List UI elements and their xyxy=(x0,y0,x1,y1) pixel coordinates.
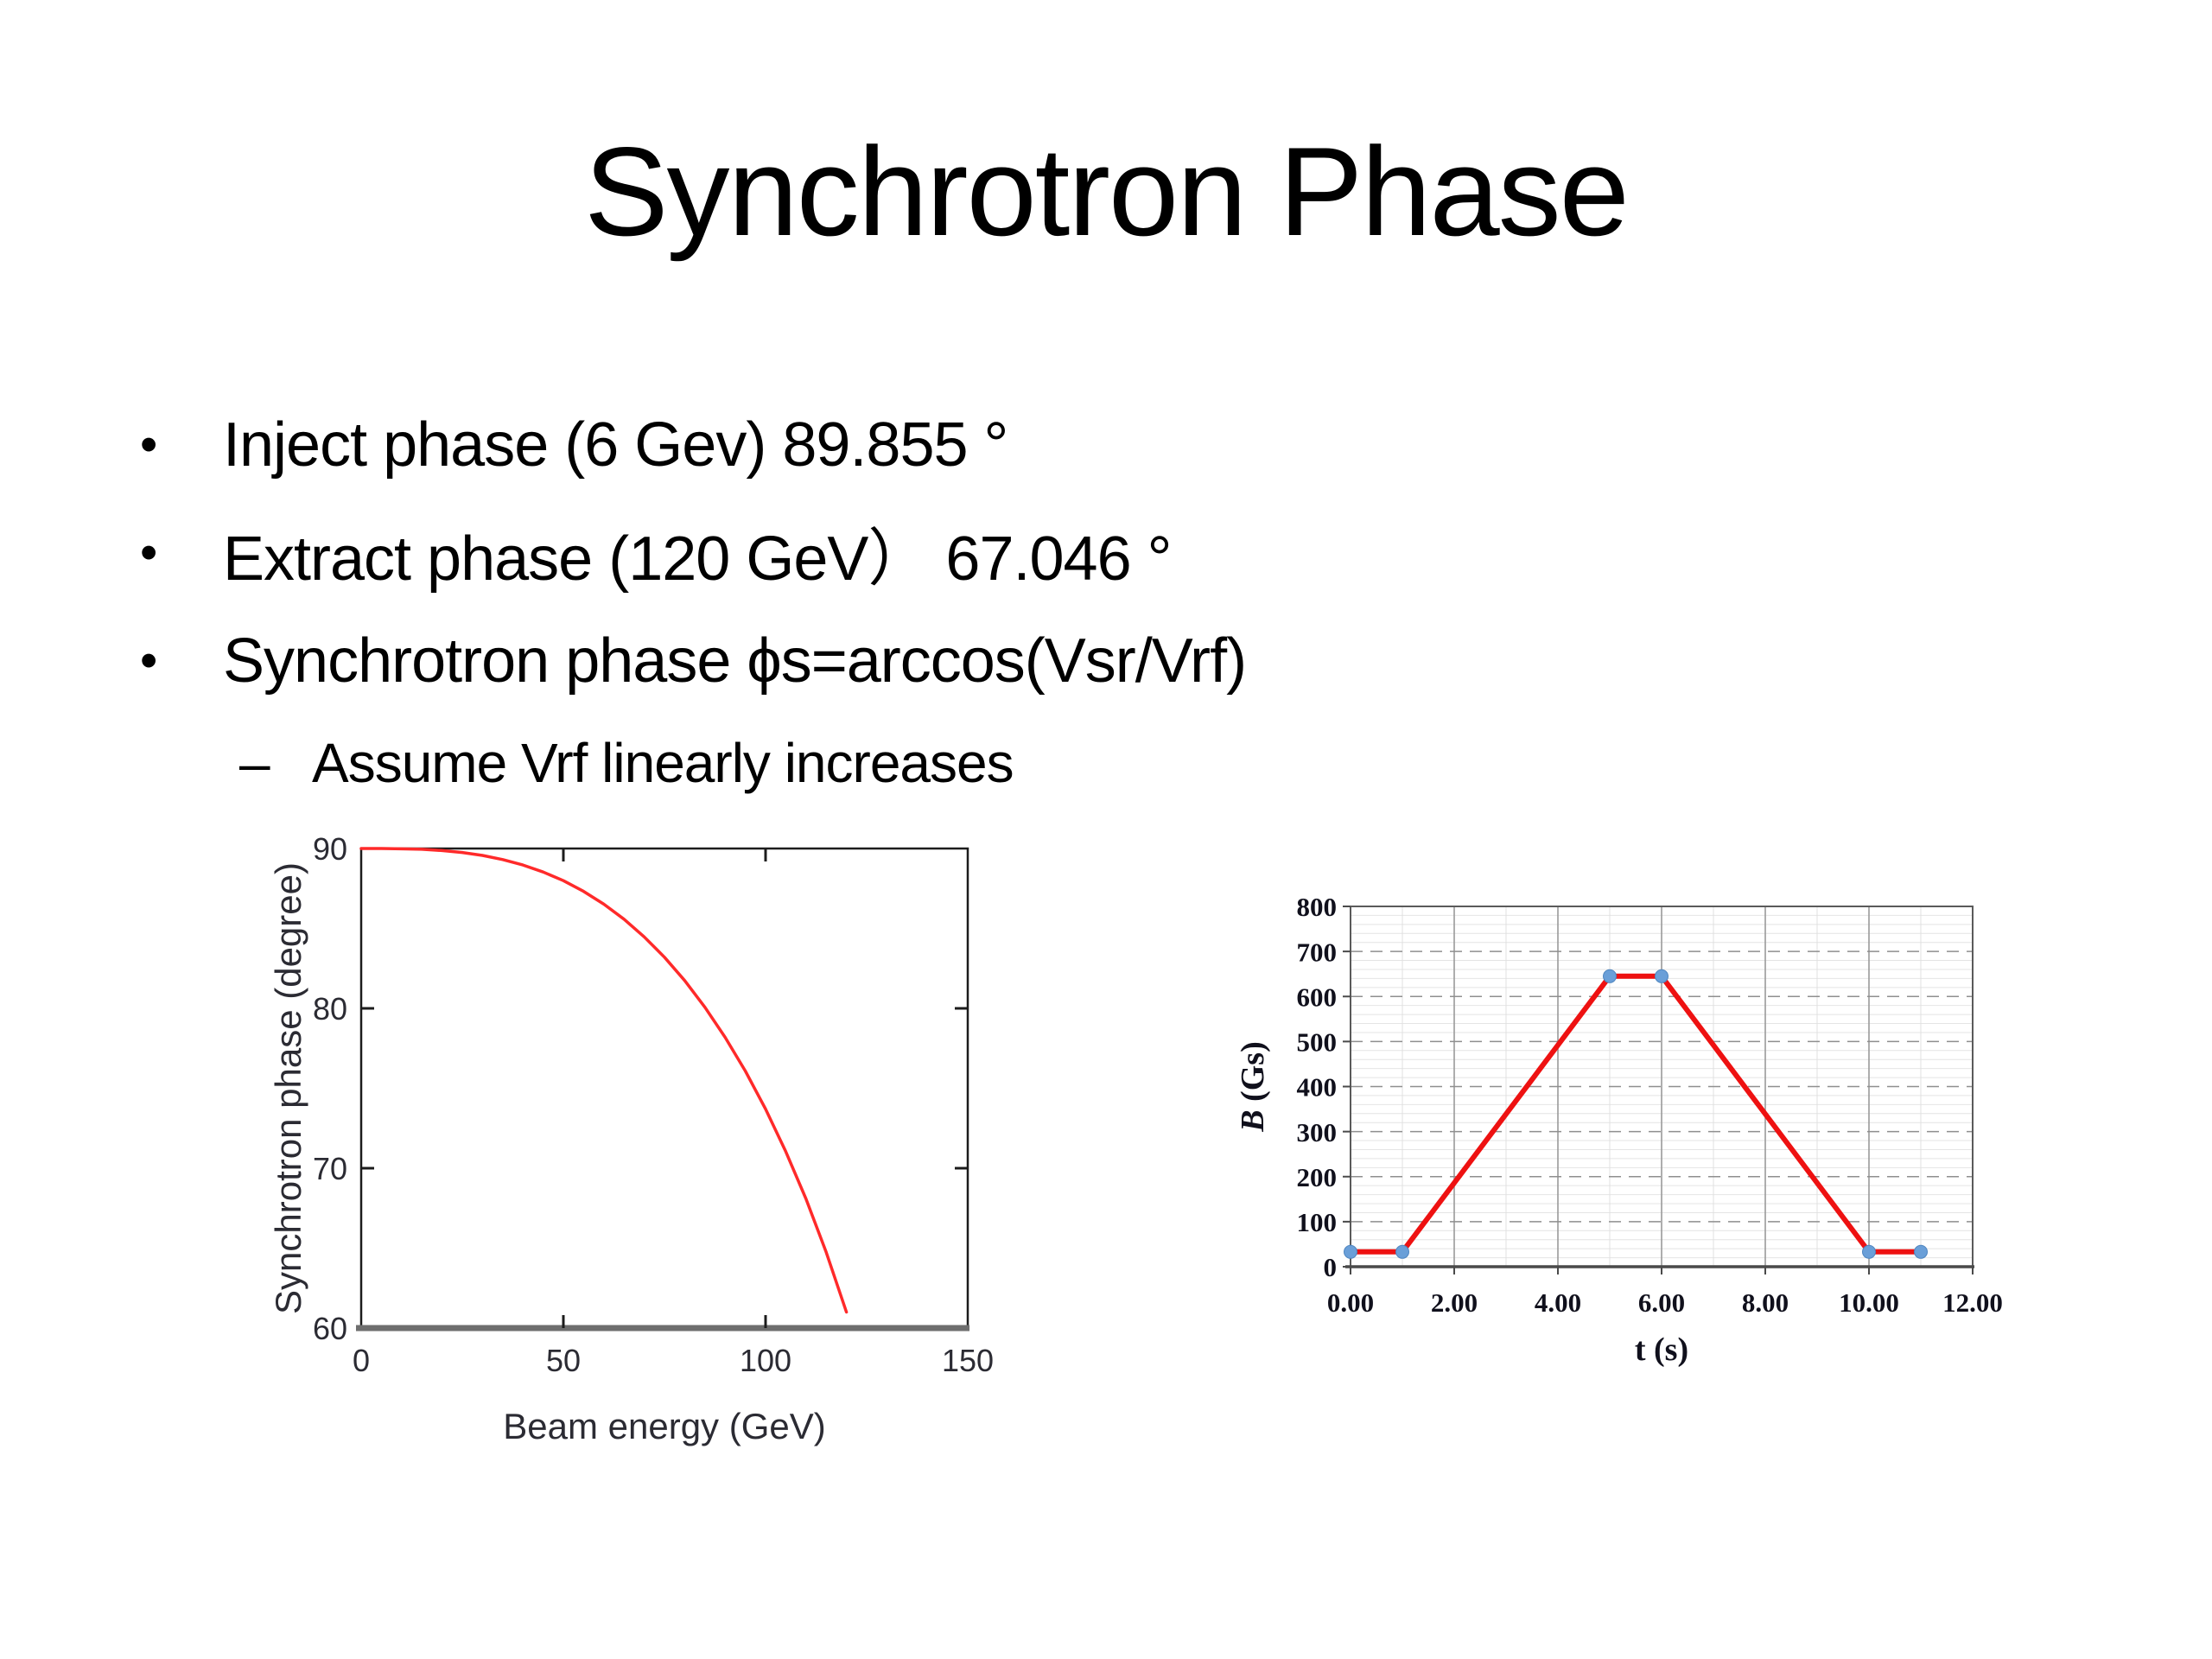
sub-bullet-marker: – xyxy=(239,732,270,794)
svg-text:2.00: 2.00 xyxy=(1431,1287,1478,1318)
bullet-item-extract-phase: • Extract phase (120 GeV） 67.046 ° xyxy=(130,499,1246,607)
bullet-list: • Inject phase (6 Gev) 89.855 ° • Extrac… xyxy=(130,391,1247,715)
bullet-text: Inject phase (6 Gev) 89.855 ° xyxy=(223,410,1008,480)
svg-text:400: 400 xyxy=(1297,1072,1338,1103)
svg-text:300: 300 xyxy=(1297,1117,1338,1147)
svg-text:0: 0 xyxy=(353,1343,370,1378)
bullet-marker: • xyxy=(140,524,157,581)
bullet-marker: • xyxy=(140,632,157,689)
svg-text:8.00: 8.00 xyxy=(1742,1287,1789,1318)
bullet-marker: • xyxy=(140,416,157,473)
svg-text:12.00: 12.00 xyxy=(1942,1287,2003,1318)
bullet-item-inject-phase: • Inject phase (6 Gev) 89.855 ° xyxy=(130,391,1246,499)
svg-text:200: 200 xyxy=(1297,1162,1338,1192)
svg-text:100: 100 xyxy=(740,1343,791,1378)
svg-text:700: 700 xyxy=(1297,937,1338,967)
svg-text:B (Gs): B (Gs) xyxy=(1235,1041,1271,1133)
svg-text:t (s): t (s) xyxy=(1635,1332,1688,1368)
svg-text:Synchrotron phase (degree): Synchrotron phase (degree) xyxy=(268,862,308,1314)
synchrotron-phase-vs-energy-chart: 0 50 100 150 60 70 80 90 Beam energy (GeV) Synchr… xyxy=(268,831,994,1446)
svg-text:4.00: 4.00 xyxy=(1535,1287,1581,1318)
svg-text:800: 800 xyxy=(1297,892,1338,922)
bullet-text: Synchrotron phase ϕs=arccos(Vsr/Vrf) xyxy=(223,626,1247,696)
svg-text:50: 50 xyxy=(546,1343,581,1378)
svg-text:70: 70 xyxy=(313,1151,347,1186)
b-field-ramp-chart: 0.00 2.00 4.00 6.00 8.00 10.00 12.00 0 100 200 300… xyxy=(1235,892,2003,1368)
svg-text:10.00: 10.00 xyxy=(1839,1287,1899,1318)
svg-text:500: 500 xyxy=(1297,1027,1338,1058)
svg-text:80: 80 xyxy=(313,991,347,1027)
svg-text:Beam energy (GeV): Beam energy (GeV) xyxy=(503,1406,826,1446)
bullet-item-synchrotron-phase-formula: • Synchrotron phase ϕs=arccos(Vsr/Vrf) xyxy=(130,607,1247,715)
svg-text:90: 90 xyxy=(313,831,347,867)
bullet-text: Extract phase (120 GeV） 67.046 ° xyxy=(223,524,1172,594)
svg-text:0: 0 xyxy=(1324,1252,1338,1282)
svg-text:60: 60 xyxy=(313,1311,347,1346)
svg-text:600: 600 xyxy=(1297,982,1338,1012)
sub-bullet-item: – Assume Vrf linearly increases xyxy=(130,732,1014,794)
page-title: Synchrotron Phase xyxy=(584,121,1630,262)
svg-text:100: 100 xyxy=(1297,1207,1338,1237)
sub-bullet-text: Assume Vrf linearly increases xyxy=(312,732,1014,794)
svg-text:150: 150 xyxy=(942,1343,994,1378)
svg-text:0.00: 0.00 xyxy=(1327,1287,1374,1318)
svg-text:6.00: 6.00 xyxy=(1638,1287,1685,1318)
